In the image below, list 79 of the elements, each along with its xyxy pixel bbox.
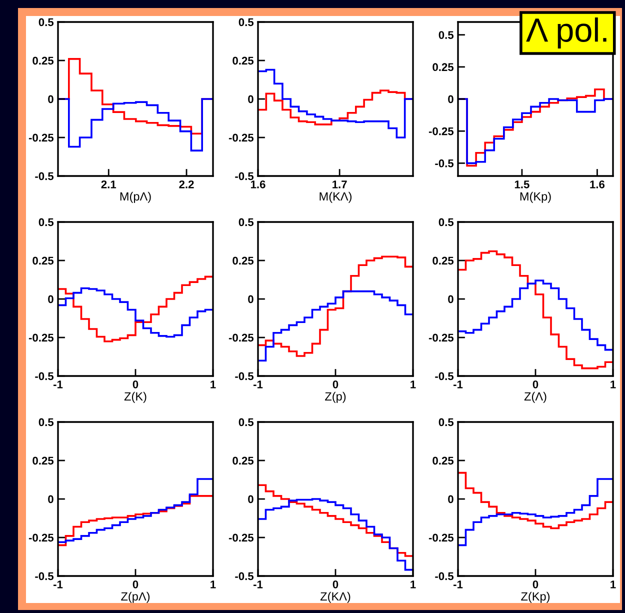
x-tick-label: 0 — [532, 380, 538, 388]
y-tick-label: 0 — [448, 95, 454, 104]
y-tick-label: -0.25 — [228, 134, 254, 142]
x-axis-title: M(pΛ) — [120, 192, 151, 203]
x-axis-title: M(KΛ) — [320, 192, 352, 203]
x-tick-label: 1 — [610, 380, 616, 388]
y-tick-label: 0.5 — [38, 18, 54, 26]
y-tick-label: 0.5 — [438, 418, 454, 426]
y-tick-label: 0.25 — [232, 256, 254, 265]
x-axis-title: Z(Λ) — [524, 392, 546, 403]
x-tick-label: 1 — [610, 580, 616, 588]
y-tick-label: -0.5 — [35, 572, 54, 580]
y-tick-label: 0.5 — [238, 18, 254, 26]
y-tick-label: -0.25 — [28, 134, 54, 142]
y-tick-label: 0.25 — [432, 256, 454, 265]
x-tick-label: 1.6 — [590, 180, 605, 188]
x-tick-label: -1 — [253, 380, 263, 388]
x-tick-label: -1 — [453, 580, 463, 588]
x-tick-label: 0 — [132, 580, 138, 588]
y-tick-label: 0.25 — [32, 56, 54, 65]
annotation: Λ pol. — [526, 17, 606, 49]
y-tick-label: -0.5 — [435, 372, 454, 380]
y-tick-label: 0.5 — [438, 31, 454, 39]
x-tick-label: 1.7 — [332, 180, 347, 188]
y-tick-label: 0 — [448, 495, 454, 504]
y-tick-label: 0.5 — [38, 218, 54, 226]
y-tick-label: 0.25 — [32, 256, 54, 265]
y-tick-label: 0.5 — [238, 218, 254, 226]
y-tick-label: -0.5 — [235, 172, 254, 180]
y-tick-label: 0 — [248, 95, 254, 104]
y-tick-label: -0.5 — [35, 372, 54, 380]
x-axis-title: Z(KΛ) — [320, 592, 350, 603]
y-tick-label: -0.5 — [435, 159, 454, 168]
x-tick-label: -1 — [453, 380, 463, 388]
x-tick-label: 0 — [532, 580, 538, 588]
y-tick-label: 0 — [48, 295, 54, 304]
y-tick-label: 0.25 — [432, 63, 454, 72]
x-tick-label: 0 — [132, 380, 138, 388]
x-tick-label: -1 — [53, 380, 63, 388]
y-tick-label: 0.5 — [438, 218, 454, 226]
y-tick-label: 0.25 — [432, 456, 454, 465]
y-tick-label: -0.25 — [428, 534, 454, 542]
x-tick-label: 2.2 — [179, 180, 194, 188]
y-tick-label: -0.5 — [435, 572, 454, 580]
x-tick-label: 1 — [410, 580, 416, 588]
x-axis-title: Z(p) — [325, 392, 346, 403]
x-tick-label: 1 — [410, 380, 416, 388]
y-tick-label: -0.5 — [35, 172, 54, 180]
x-tick-label: -1 — [53, 580, 63, 588]
y-tick-label: -0.25 — [228, 334, 254, 342]
y-tick-label: 0.5 — [38, 418, 54, 426]
x-axis-title: Z(Kp) — [521, 592, 550, 603]
x-tick-label: 1.6 — [250, 180, 266, 188]
x-tick-label: 2.1 — [101, 180, 116, 188]
y-tick-label: -0.25 — [428, 127, 454, 136]
y-tick-label: 0 — [48, 95, 54, 104]
x-tick-label: 0 — [332, 380, 338, 388]
y-tick-label: -0.5 — [235, 372, 254, 380]
y-tick-label: 0 — [48, 495, 54, 504]
x-tick-label: -1 — [253, 580, 263, 588]
x-axis-title: M(Kp) — [520, 192, 551, 203]
y-tick-label: -0.25 — [28, 334, 54, 342]
y-tick-label: 0 — [248, 295, 254, 304]
y-tick-label: 0.25 — [232, 56, 254, 65]
y-tick-label: 0.25 — [232, 456, 254, 465]
y-tick-label: -0.25 — [428, 334, 454, 342]
x-tick-label: 1 — [210, 380, 216, 388]
y-tick-label: -0.5 — [235, 572, 254, 580]
x-tick-label: 1.5 — [514, 180, 530, 188]
y-tick-label: 0 — [448, 295, 454, 304]
y-tick-label: -0.25 — [228, 534, 254, 542]
y-tick-label: -0.25 — [28, 534, 54, 542]
y-tick-label: 0.25 — [32, 456, 54, 465]
x-axis-title: Z(pΛ) — [121, 592, 150, 603]
y-tick-label: 0 — [248, 495, 254, 504]
x-tick-label: 0 — [332, 580, 338, 588]
x-axis-title: Z(K) — [124, 392, 146, 403]
y-tick-label: 0.5 — [238, 418, 254, 426]
x-tick-label: 1 — [210, 580, 216, 588]
